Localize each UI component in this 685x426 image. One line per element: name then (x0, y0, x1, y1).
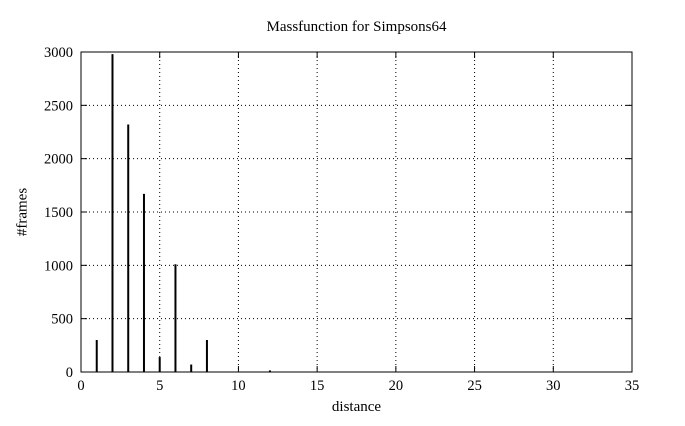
x-tick-label: 0 (77, 378, 84, 394)
x-axis-label: distance (331, 399, 382, 415)
y-tick-label: 1500 (44, 205, 73, 221)
y-tick-label: 2500 (44, 98, 73, 114)
y-tick-label: 2000 (44, 152, 73, 168)
y-tick-label: 1000 (44, 258, 73, 274)
x-tick-label: 20 (389, 378, 404, 394)
x-tick-label: 25 (467, 378, 482, 394)
x-tick-label: 10 (231, 378, 246, 394)
y-tick-label: 3000 (44, 45, 73, 61)
chart-title: Massfunction for Simpsons64 (266, 19, 447, 35)
x-tick-label: 30 (546, 378, 561, 394)
x-tick-label: 35 (625, 378, 640, 394)
y-tick-label: 0 (66, 365, 73, 381)
y-tick-label: 500 (51, 312, 73, 328)
x-tick-label: 5 (156, 378, 163, 394)
x-tick-label: 15 (310, 378, 325, 394)
